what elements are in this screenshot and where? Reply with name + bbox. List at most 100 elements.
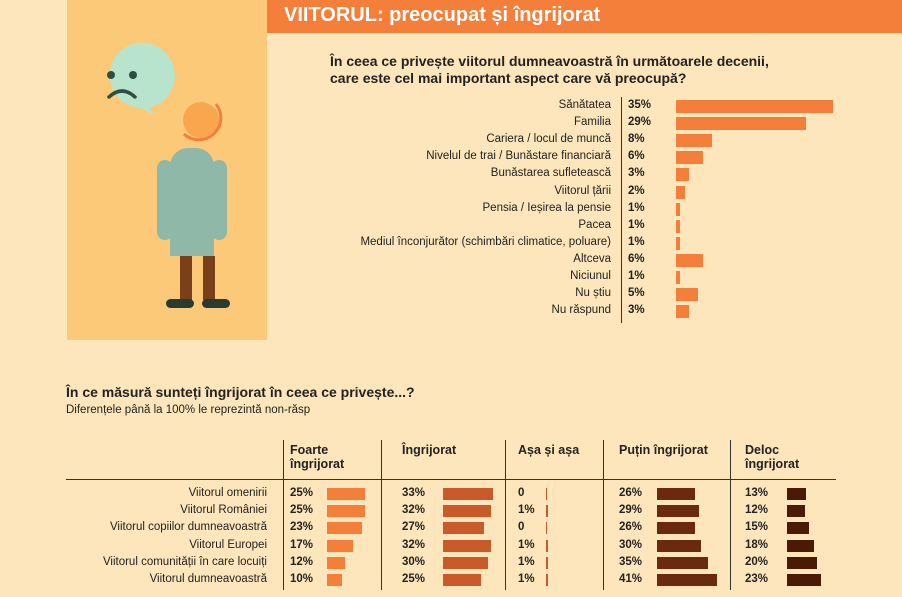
table-cell-value: 25%	[290, 504, 314, 517]
table-row-label: Viitorul Europei	[189, 538, 267, 551]
table-cell-bar	[546, 505, 548, 518]
table-cell-bar	[546, 556, 548, 569]
chart1-bar	[676, 271, 681, 284]
chart1-value-label: 8%	[628, 133, 645, 146]
chart1-bar	[676, 253, 703, 267]
table-column-header: Foarte îngrijorat	[290, 443, 345, 471]
table-cell-value: 1%	[518, 504, 535, 517]
table-cell-bar	[657, 522, 696, 535]
chart1-category-label: Nu răspund	[551, 304, 611, 317]
table-column-separator	[505, 440, 506, 590]
chart1-bar	[676, 117, 807, 131]
table-row-label: Viitorul dumneavoastră	[149, 573, 267, 585]
table-row-label: Viitorul comunității în care locuiți	[102, 555, 267, 568]
chart1-value-label: 6%	[628, 252, 645, 265]
table-cell-value: 25%	[402, 573, 426, 585]
table-cell-bar	[657, 539, 701, 552]
table-cell-bar	[546, 539, 548, 552]
table-cell-value: 35%	[619, 555, 643, 568]
table-cell-value: 20%	[745, 555, 769, 568]
chart1-value-label: 1%	[628, 235, 645, 248]
chart1-value-label: 3%	[628, 167, 645, 180]
table-cell-value: 25%	[290, 487, 314, 499]
chart1-category-label: Nivelul de trai / Bunăstare financiară	[426, 150, 611, 163]
table-cell-value: 0	[518, 521, 525, 534]
table-cell-value: 41%	[619, 573, 643, 585]
table-cell-value: 10%	[290, 573, 314, 585]
table-cell-value: 32%	[402, 538, 426, 551]
table-cell-value: 30%	[619, 538, 643, 551]
person-icon	[107, 42, 230, 308]
table-cell-bar	[787, 505, 805, 518]
chart1-bar	[676, 202, 681, 216]
title-bar	[267, 0, 902, 33]
table-cell-bar	[787, 556, 817, 569]
chart1-value-label: 35%	[628, 99, 652, 111]
chart1-bar	[676, 134, 712, 148]
table-cell-bar	[443, 505, 492, 518]
table-cell-bar	[443, 574, 481, 586]
chart1-value-label: 1%	[628, 270, 645, 282]
table-cell-bar	[327, 505, 365, 518]
table-cell-bar	[327, 488, 365, 500]
table-cell-bar	[327, 574, 343, 586]
chart1-value-label: 5%	[628, 287, 645, 300]
table-cell-bar	[546, 574, 548, 586]
chart1-value-label: 1%	[628, 218, 645, 231]
table-cell-value: 17%	[290, 538, 314, 551]
chart1-category-label: Mediul înconjurător (schimbări climatice…	[360, 235, 611, 248]
table-cell-value: 33%	[402, 487, 426, 499]
chart1-category-label: Niciunul	[570, 270, 611, 282]
table-cell-value: 18%	[745, 538, 769, 551]
chart1-bar	[676, 168, 690, 182]
chart1-bar	[676, 185, 685, 199]
table-cell-value: 26%	[619, 487, 643, 499]
chart1-category-label: Sănătatea	[558, 99, 611, 111]
table-cell-value: 12%	[745, 504, 769, 517]
chart1-category-label: Cariera / locul de muncă	[486, 133, 611, 146]
table-column-separator	[283, 440, 284, 590]
chart1-category-label: Altceva	[573, 252, 611, 265]
chart1-bar	[676, 100, 833, 113]
chart1-bar	[676, 236, 681, 250]
table-cell-value: 23%	[290, 521, 314, 534]
chart1-value-label: 3%	[628, 304, 645, 317]
table-cell-value: 26%	[619, 521, 643, 534]
chart1-bar	[676, 219, 681, 233]
chart1-value-label: 2%	[628, 184, 645, 197]
chart2-subtitle: Diferențele până la 100% le reprezintă n…	[66, 404, 311, 416]
table-column-header: Puțin îngrijorat	[619, 443, 708, 457]
table-cell-bar	[546, 488, 547, 500]
table-cell-bar	[443, 522, 484, 535]
table-column-separator	[603, 440, 604, 590]
table-cell-value: 32%	[402, 504, 426, 517]
chart1-value-label: 6%	[628, 150, 645, 163]
table-column-separator	[381, 440, 382, 590]
table-row-label: Viitorul României	[180, 504, 267, 517]
table-cell-bar	[443, 539, 492, 552]
table-column-header: Îngrijorat	[402, 443, 457, 457]
table-cell-value: 15%	[745, 521, 769, 534]
table-cell-value: 27%	[402, 521, 426, 534]
page-title: VIITORUL: preocupat și îngrijorat	[284, 4, 601, 26]
chart1-bar	[676, 151, 703, 165]
illustration-panel	[67, 0, 267, 340]
chart1-category-label: Familia	[573, 116, 611, 129]
table-column-header: Așa și așa	[518, 443, 580, 457]
worried-face-bubble-icon	[107, 42, 175, 117]
table-cell-value: 12%	[290, 555, 314, 568]
table-cell-bar	[787, 574, 821, 586]
table-cell-value: 0	[518, 487, 525, 499]
chart1-category-label: Nu știu	[575, 287, 611, 300]
table-cell-bar	[657, 488, 696, 500]
table-cell-bar	[787, 522, 810, 535]
table-cell-bar	[657, 574, 717, 586]
chart1-category-label: Pensia / Ieșirea la pensie	[482, 201, 612, 214]
table-cell-bar	[443, 488, 493, 500]
table-header-divider	[66, 479, 836, 480]
chart1-value-label: 29%	[628, 116, 652, 129]
table-cell-value: 29%	[619, 504, 643, 517]
chart1-category-label: Bunăstarea sufletească	[490, 167, 611, 180]
table-cell-value: 1%	[518, 555, 535, 568]
